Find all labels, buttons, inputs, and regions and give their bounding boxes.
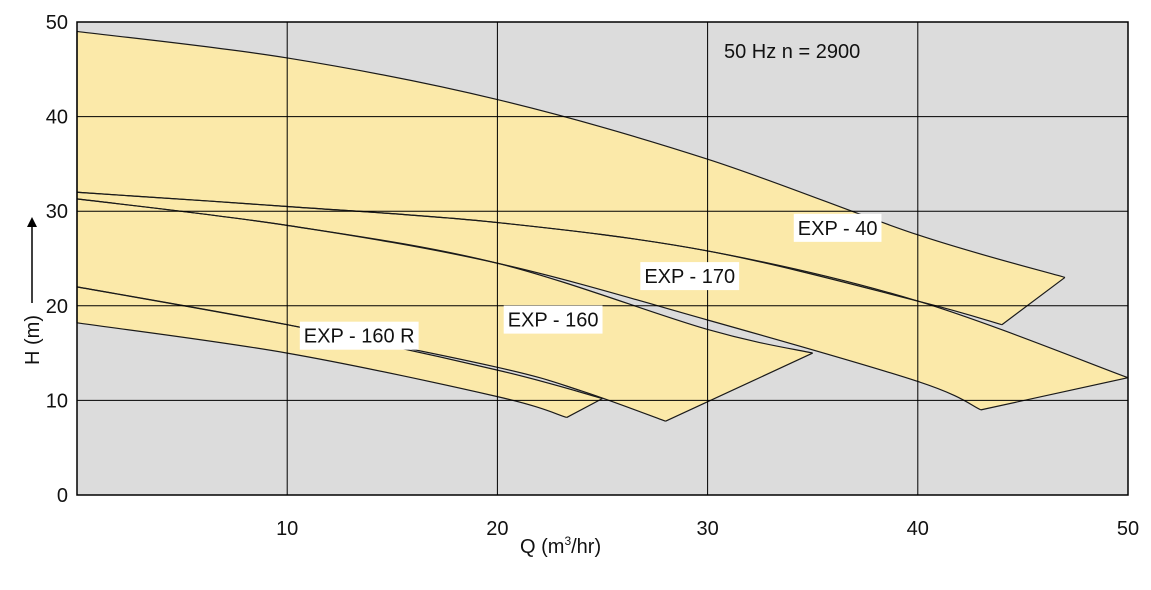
annotation-box xyxy=(718,34,906,66)
y-tick-label: 10 xyxy=(46,390,68,412)
x-axis-title-superscript: 3 xyxy=(564,534,571,548)
x-tick-label: 30 xyxy=(696,518,718,540)
upper-curve-1 xyxy=(76,191,1129,379)
end-edge-0 xyxy=(1001,276,1066,326)
x-tick-label: 20 xyxy=(486,518,508,540)
end-edge-2 xyxy=(665,352,813,422)
x-tick-label: 50 xyxy=(1117,518,1139,540)
y-tick-label: 50 xyxy=(46,12,68,34)
y-tick-label: 20 xyxy=(46,296,68,318)
curve-label: EXP - 160 xyxy=(508,310,599,332)
region-2 xyxy=(77,198,813,422)
region-0 xyxy=(77,31,1065,325)
y-tick-label: 0 xyxy=(57,485,68,507)
curve-lines xyxy=(76,30,1129,422)
upper-curve-0 xyxy=(76,30,1066,278)
upper-curve-2 xyxy=(76,198,813,354)
y-axis-title: H (m) xyxy=(22,217,44,365)
y-tick-label: 40 xyxy=(46,107,68,129)
y-axis-title-text: H (m) xyxy=(22,315,44,365)
curve-label-bg xyxy=(299,321,419,350)
end-edge-3 xyxy=(566,397,603,418)
y-tick-label: 30 xyxy=(46,201,68,223)
x-axis-title-suffix: /hr) xyxy=(571,536,601,558)
annotation-text: 50 Hz n = 2900 xyxy=(724,41,860,63)
curve-labels: EXP - 40 EXP - 170 EXP - 160 EXP - 160 R xyxy=(299,213,882,350)
end-edge-1 xyxy=(980,377,1129,411)
plot-frame xyxy=(76,21,1129,496)
x-axis-title-prefix: Q (m xyxy=(520,536,564,558)
x-tick-label: 40 xyxy=(907,518,929,540)
curve-label: EXP - 40 xyxy=(798,218,878,240)
region-1 xyxy=(77,192,1128,410)
curve-label-bg xyxy=(503,305,603,334)
x-axis-ticks: 10 20 30 40 50 xyxy=(276,518,1139,540)
region-3 xyxy=(77,286,603,418)
curve-label-bg xyxy=(640,262,740,291)
curve-label: EXP - 170 xyxy=(644,266,735,288)
curve-label: EXP - 160 R xyxy=(304,326,415,348)
x-tick-label: 10 xyxy=(276,518,298,540)
y-axis-ticks: 0 10 20 30 40 50 xyxy=(46,12,68,507)
curve-label-bg xyxy=(793,213,882,242)
curve-regions xyxy=(77,31,1128,422)
y-axis-arrow-head xyxy=(27,217,37,227)
lower-curve-3 xyxy=(76,322,567,419)
x-axis-title: Q (m3/hr) xyxy=(520,534,601,558)
